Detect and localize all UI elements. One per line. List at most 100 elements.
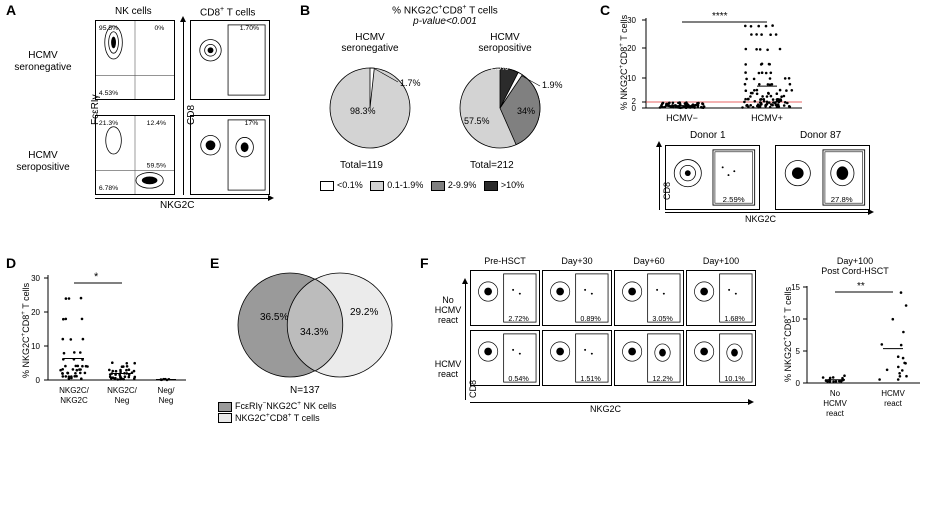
arrow-icon: [659, 145, 660, 210]
panel-a-colhead-cd8: CD8+ T cells: [200, 6, 255, 18]
svg-text:HCMV: HCMV: [823, 399, 847, 408]
svg-text:1.9%: 1.9%: [542, 80, 563, 90]
svg-text:*: *: [94, 271, 99, 283]
svg-text:17%: 17%: [245, 120, 259, 127]
svg-text:NKG2C: NKG2C: [60, 396, 88, 405]
flowplot-c-donor1: 2.59%: [665, 145, 760, 210]
pie2: 7.5% 1.9% 34% 57.5%: [450, 58, 570, 158]
svg-text:21.3%: 21.3%: [99, 120, 118, 127]
pie1-total: Total=119: [340, 160, 383, 171]
svg-text:Neg: Neg: [115, 396, 130, 405]
svg-text:Neg/: Neg/: [158, 386, 176, 395]
flowplot-a-nk-seroneg: 95.5% 0% 4.53%: [95, 20, 175, 100]
panel-a-ylabel-fceri: FcεRIγ: [90, 94, 101, 125]
panel-c-donor2-title: Donor 87: [800, 130, 841, 141]
svg-text:6.78%: 6.78%: [99, 185, 118, 192]
svg-text:7.5%: 7.5%: [490, 63, 508, 72]
panel-e-venn: 36.5% 34.3% 29.2%: [215, 265, 415, 405]
svg-text:1.7%: 1.7%: [400, 78, 421, 88]
panel-a-rowlabel-seropos: HCMVseropositive: [8, 150, 78, 174]
svg-text:10: 10: [31, 342, 40, 351]
panel-f-xlabel: NKG2C: [590, 404, 621, 414]
svg-text:HCMV: HCMV: [881, 389, 905, 398]
pie2-total: Total=212: [470, 160, 514, 171]
arrow-icon: [465, 282, 466, 400]
svg-text:2.72%: 2.72%: [508, 314, 529, 323]
panel-d-ylabel: % NKG2C+CD8+ T cells: [20, 283, 31, 378]
svg-text:0%: 0%: [155, 25, 165, 32]
svg-text:34.3%: 34.3%: [300, 327, 328, 338]
panel-a-label: A: [6, 2, 16, 18]
panel-a-colhead-nk: NK cells: [115, 6, 152, 17]
panel-a-yarrow: [183, 20, 184, 195]
panel-a-rowlabel-seroneg: HCMVseronegative: [8, 50, 78, 74]
svg-text:30: 30: [31, 274, 40, 283]
panel-f-right-scatter: 0 5 10 15 ** NoHCMVreact HCMVreact: [775, 278, 930, 428]
panel-b-pie1-title: HCMVseronegative: [325, 32, 415, 54]
svg-text:10.1%: 10.1%: [724, 374, 745, 383]
svg-text:****: ****: [712, 11, 728, 22]
flowplot-a-nk-seropos: 21.3% 12.4% 6.78% 59.5%: [95, 115, 175, 195]
svg-text:29.2%: 29.2%: [350, 307, 378, 318]
svg-text:12.4%: 12.4%: [147, 120, 166, 127]
panel-f-right-ylabel: % NKG2C+CD8+ T cells: [782, 287, 793, 382]
svg-text:5: 5: [796, 347, 801, 356]
panel-e-n: N=137: [290, 385, 320, 396]
svg-text:3.05%: 3.05%: [652, 314, 673, 323]
svg-text:59.5%: 59.5%: [147, 163, 166, 170]
panel-b-legend: <0.1% 0.1-1.9% 2-9.9% >10%: [320, 180, 524, 191]
svg-text:2: 2: [632, 97, 637, 106]
svg-text:0.54%: 0.54%: [508, 374, 529, 383]
svg-text:0: 0: [36, 376, 41, 385]
panel-c-ylabel: % NKG2C+CD8+ T cells: [618, 15, 629, 110]
svg-text:NKG2C/: NKG2C/: [107, 386, 138, 395]
svg-text:react: react: [826, 409, 845, 418]
panel-b-label: B: [300, 2, 310, 18]
arrow-icon: [665, 212, 870, 213]
panel-a-xarrow: [95, 198, 270, 199]
svg-text:NKG2C/: NKG2C/: [59, 386, 90, 395]
svg-text:34%: 34%: [517, 106, 535, 116]
flowplot-c-donor2: 27.8%: [775, 145, 870, 210]
panel-e-legend: FcεRIγ−NKG2C+ NK cells NKG2C+CD8+ T cell…: [218, 400, 336, 423]
panel-b-pie2-title: HCMVseropositive: [460, 32, 550, 54]
svg-text:95.5%: 95.5%: [99, 25, 118, 32]
svg-text:27.8%: 27.8%: [831, 195, 853, 204]
panel-f-label: F: [420, 255, 429, 271]
svg-text:2.59%: 2.59%: [723, 195, 745, 204]
panel-c-label: C: [600, 2, 610, 18]
svg-text:12.2%: 12.2%: [652, 374, 673, 383]
panel-c-scatter: 0 2 10 20 30 **** HCMV− HCMV+: [612, 8, 812, 128]
svg-text:No: No: [830, 389, 841, 398]
panel-c-flow-xlabel: NKG2C: [745, 214, 776, 224]
panel-f-ylabel: CD8: [468, 380, 478, 398]
arrow-icon: [470, 402, 750, 403]
panel-d-scatter: 0 10 20 30 * NKG2C/NKG2C NKG2C/Neg Neg/N…: [14, 265, 194, 425]
flowplot-a-cd8-seropos: 17%: [190, 115, 270, 195]
svg-text:Neg: Neg: [159, 396, 174, 405]
pie1: 1.7% 98.3%: [320, 58, 430, 158]
svg-text:0: 0: [796, 379, 801, 388]
panel-a-ylabel-cd8: CD8: [186, 105, 197, 125]
svg-text:4.53%: 4.53%: [99, 90, 118, 97]
svg-text:1.68%: 1.68%: [724, 314, 745, 323]
svg-text:HCMV−: HCMV−: [666, 113, 698, 123]
svg-text:0.89%: 0.89%: [580, 314, 601, 323]
panel-c-flow-ylabel: CD8: [662, 182, 672, 200]
panel-c-donor1-title: Donor 1: [690, 130, 726, 141]
panel-f-flow-grid: Pre-HSCTDay+30Day+60Day+100 2.72% 0.89%: [470, 268, 758, 392]
panel-a-xlabel: NKG2C: [160, 200, 194, 211]
svg-text:**: **: [857, 281, 865, 292]
svg-text:1.51%: 1.51%: [580, 374, 601, 383]
panel-b-title: % NKG2C+CD8+ T cells p-value<0.001: [330, 4, 560, 27]
svg-text:20: 20: [31, 308, 40, 317]
svg-text:1.70%: 1.70%: [240, 25, 259, 32]
panel-f-row2: HCMVreact: [428, 360, 468, 380]
panel-f-row1: NoHCMVreact: [428, 296, 468, 326]
svg-text:98.3%: 98.3%: [350, 106, 376, 116]
svg-text:react: react: [884, 399, 903, 408]
panel-f-right-title: Day+100Post Cord-HSCT: [800, 257, 910, 277]
svg-text:HCMV+: HCMV+: [751, 113, 783, 123]
svg-text:36.5%: 36.5%: [260, 312, 288, 323]
svg-text:57.5%: 57.5%: [464, 116, 490, 126]
